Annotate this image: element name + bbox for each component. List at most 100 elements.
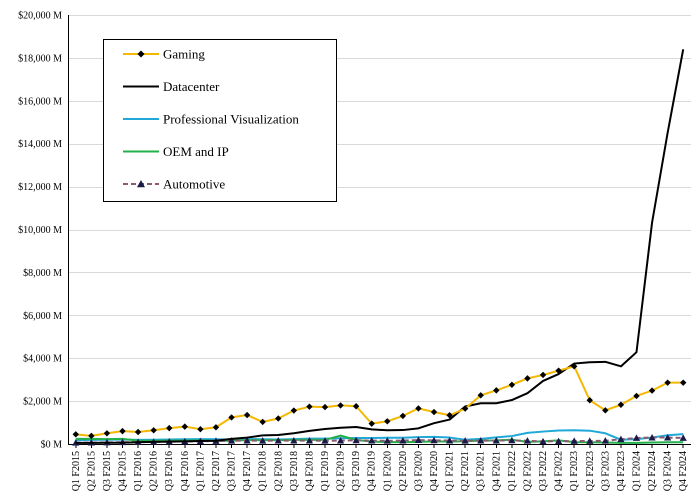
- x-axis-tick-labels: Q1 F2015 Q2 F2015 Q3 F2015 Q4 F2015 Q1 F2016…: [71, 451, 689, 491]
- x-tick-label: Q2 F2024: [647, 451, 658, 491]
- data-point-gaming: [477, 392, 484, 399]
- data-point-gaming: [212, 424, 220, 431]
- legend-label-oem-and-ip: OEM and IP: [163, 144, 229, 159]
- data-point-automotive: [570, 437, 578, 444]
- data-point-automotive: [243, 436, 251, 444]
- data-point-automotive: [290, 436, 298, 444]
- data-point-automotive: [259, 437, 267, 444]
- series-lines: [72, 49, 687, 446]
- legend-item-professional-visualization: Professional Visualization: [123, 112, 299, 127]
- x-tick-label: Q2 F2022: [522, 451, 533, 491]
- data-point-gaming: [415, 405, 422, 412]
- data-point-gaming: [493, 387, 500, 394]
- series-line-professional-visualization: [75, 429, 684, 442]
- data-point-automotive: [617, 435, 625, 443]
- x-tick-label: Q1 F2023: [569, 451, 580, 491]
- data-point-automotive: [601, 437, 609, 444]
- y-tick-label: $18,000 M: [18, 53, 62, 64]
- series-gaming: [72, 363, 687, 440]
- x-tick-label: Q1 F2018: [258, 451, 269, 491]
- x-tick-label: Q2 F2020: [398, 451, 409, 491]
- data-point-gaming: [461, 405, 469, 412]
- data-point-gaming: [602, 407, 609, 414]
- series-line-gaming: [75, 365, 684, 437]
- x-tick-label: Q1 F2019: [320, 451, 331, 491]
- data-point-automotive: [430, 436, 438, 444]
- y-tick-label: $10,000 M: [18, 225, 62, 236]
- x-tick-label: Q3 F2020: [413, 451, 424, 491]
- data-point-automotive: [632, 434, 641, 441]
- data-point-automotive: [321, 437, 329, 444]
- data-point-gaming: [290, 407, 298, 414]
- x-tick-label: Q4 F2022: [554, 451, 565, 491]
- series-professional-visualization: [75, 429, 684, 442]
- x-tick-label: Q4 F2017: [242, 451, 253, 491]
- y-tick-label: $2,000 M: [23, 397, 62, 408]
- y-tick-label: $8,000 M: [23, 268, 62, 279]
- x-tick-label: Q1 F2020: [382, 451, 393, 491]
- x-tick-label: Q3 F2015: [102, 451, 113, 491]
- data-point-gaming: [72, 431, 79, 438]
- data-point-gaming: [446, 412, 453, 419]
- data-point-gaming: [150, 427, 157, 434]
- x-tick-label: Q1 F2021: [445, 451, 456, 491]
- x-tick-label: Q4 F2019: [367, 451, 378, 491]
- data-point-gaming: [648, 387, 656, 394]
- data-point-automotive: [72, 439, 80, 446]
- data-point-automotive: [383, 437, 391, 444]
- data-point-gaming: [555, 367, 562, 374]
- data-point-gaming: [384, 418, 391, 425]
- series-automotive: [72, 433, 687, 446]
- legend-box: [103, 39, 337, 202]
- x-tick-label: Q4 F2016: [180, 451, 191, 491]
- data-point-gaming: [275, 415, 282, 422]
- x-tick-label: Q3 F2022: [538, 451, 549, 491]
- x-tick-label: Q2 F2015: [86, 451, 97, 491]
- data-point-automotive: [555, 437, 563, 445]
- legend-label-datacenter: Datacenter: [163, 79, 220, 94]
- data-point-automotive: [227, 437, 236, 444]
- data-point-automotive: [664, 433, 672, 441]
- y-tick-label: $20,000 M: [18, 11, 62, 22]
- data-point-gaming: [243, 411, 251, 419]
- data-point-gaming: [337, 402, 344, 409]
- data-point-gaming: [399, 412, 407, 420]
- data-point-automotive: [305, 436, 314, 444]
- data-point-gaming: [103, 430, 111, 437]
- legend-label-gaming: Gaming: [163, 47, 205, 62]
- data-point-automotive: [445, 436, 454, 444]
- x-tick-label: Q3 F2021: [476, 451, 487, 491]
- y-tick-label: $14,000 M: [18, 139, 62, 150]
- y-tick-label: $0 M: [41, 440, 63, 451]
- legend-item-datacenter: Datacenter: [123, 79, 220, 94]
- data-point-automotive: [414, 436, 423, 444]
- data-point-gaming: [524, 375, 531, 382]
- x-tick-label: Q2 F2019: [336, 451, 347, 491]
- data-point-gaming: [508, 381, 516, 388]
- data-point-automotive: [679, 434, 687, 441]
- x-tick-label: Q1 F2015: [71, 451, 82, 491]
- data-point-automotive: [492, 436, 500, 444]
- x-tick-label: Q3 F2017: [227, 451, 238, 491]
- data-point-gaming: [539, 371, 547, 379]
- x-tick-label: Q3 F2018: [289, 451, 300, 491]
- data-point-gaming: [306, 403, 313, 410]
- data-point-gaming: [664, 379, 671, 386]
- data-point-automotive: [648, 433, 656, 441]
- data-point-automotive: [352, 436, 360, 444]
- legend-label-professional-visualization: Professional Visualization: [163, 112, 299, 127]
- data-point-automotive: [477, 436, 485, 444]
- legend-item-gaming: Gaming: [123, 47, 205, 62]
- data-point-gaming: [430, 408, 438, 416]
- x-tick-label: Q2 F2021: [460, 451, 471, 491]
- data-point-gaming: [368, 420, 375, 427]
- x-tick-label: Q4 F2021: [491, 451, 502, 491]
- data-point-gaming: [617, 401, 625, 408]
- x-tick-label: Q3 F2016: [164, 451, 175, 491]
- data-point-gaming: [633, 392, 640, 400]
- data-point-gaming: [228, 414, 235, 421]
- data-point-automotive: [523, 437, 532, 444]
- legend-item-oem-and-ip: OEM and IP: [123, 144, 229, 159]
